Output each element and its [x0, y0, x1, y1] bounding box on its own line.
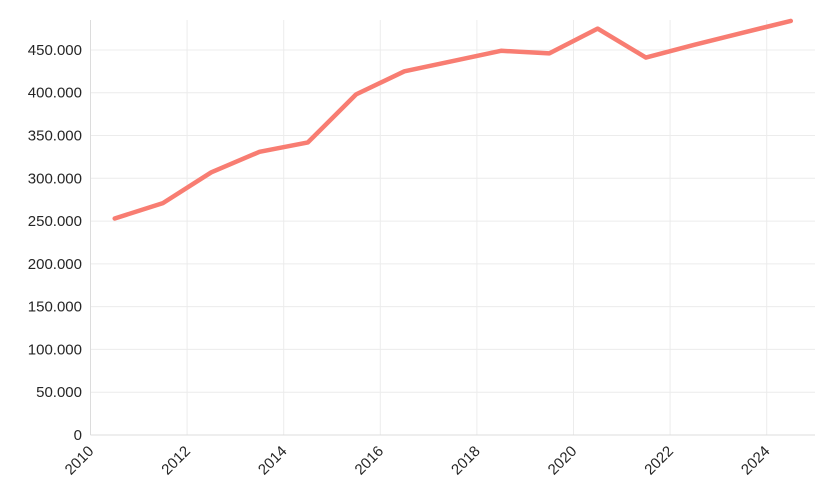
y-axis-tick-label: 150.000 — [28, 299, 82, 316]
x-axis-tick-label: 2012 — [158, 443, 194, 479]
y-axis-tick-label: 250.000 — [28, 213, 82, 230]
x-axis-tick-label: 2016 — [352, 443, 388, 479]
x-axis-tick-label: 2010 — [62, 443, 98, 479]
x-axis-tick-label: 2014 — [255, 443, 291, 479]
y-axis-tick-label: 50.000 — [36, 384, 82, 401]
y-axis-tick-label: 200.000 — [28, 256, 82, 273]
x-axis-tick-label: 2018 — [448, 443, 484, 479]
y-axis-tick-label: 400.000 — [28, 85, 82, 102]
x-axis-tick-label: 2022 — [641, 443, 677, 479]
x-axis-tick-label: 2024 — [738, 443, 774, 479]
trend-line — [112, 18, 794, 221]
x-axis-tick-label: 2020 — [545, 443, 581, 479]
y-axis-tick-label: 450.000 — [28, 42, 82, 59]
y-axis-tick-label: 300.000 — [28, 170, 82, 187]
y-axis-tick-label: 100.000 — [28, 341, 82, 358]
y-axis-tick-label: 350.000 — [28, 128, 82, 145]
y-axis-tick-label: 0 — [74, 427, 82, 444]
